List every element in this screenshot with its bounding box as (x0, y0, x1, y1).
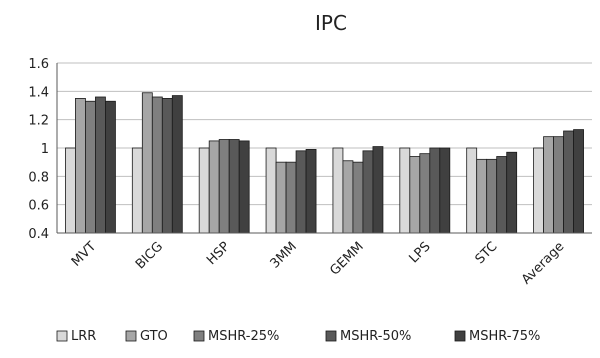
bar-stc-3 (486, 158, 498, 234)
y-tick-label: 0.4 (28, 227, 49, 242)
y-tick-label: 0.6 (28, 199, 49, 214)
x-tick-label: STC (473, 239, 501, 267)
bar-average-5 (573, 129, 584, 234)
bar-mvt-3 (85, 100, 96, 234)
bar-3mm-4 (295, 150, 307, 234)
x-tick-labels: MVT BICG HSP 3MM GEMM LPS STC Average (69, 239, 568, 287)
legend-swatch (454, 330, 466, 342)
bar-gemm-2 (342, 160, 354, 234)
y-tick-label: 0.8 (28, 170, 49, 185)
bar-stc-1 (466, 147, 478, 234)
bar-lps-2 (409, 156, 421, 234)
bar-stc-5 (506, 151, 518, 234)
bar-lps-3 (419, 153, 431, 234)
bar-lps-1 (399, 147, 411, 234)
x-tick-label: HSP (204, 239, 233, 268)
bar-bicg-4 (161, 98, 173, 234)
chart-title: IPC (315, 11, 347, 35)
y-tick-label: 1.2 (28, 114, 49, 129)
bar-mvt-4 (95, 96, 106, 234)
bar-hsp-2 (208, 140, 220, 234)
bar-stc-4 (496, 156, 508, 234)
y-tick-label: 1.4 (28, 85, 49, 100)
x-tick-label: MVT (69, 239, 99, 269)
legend-swatch (56, 330, 68, 342)
x-tick-label: Average (519, 239, 567, 287)
x-tick-label: GEMM (327, 239, 366, 278)
bar-bicg-2 (141, 92, 153, 234)
bar-hsp-4 (228, 139, 240, 234)
x-tick-label: BICG (133, 239, 166, 272)
bar-lps-5 (439, 147, 451, 234)
legend-label: MSHR-75% (469, 329, 540, 344)
bar-gemm-1 (332, 147, 344, 234)
legend-label: MSHR-25% (208, 329, 279, 344)
bar-3mm-1 (265, 147, 277, 234)
bar-3mm-3 (285, 161, 297, 234)
bar-hsp-1 (198, 147, 210, 234)
bar-bicg-5 (171, 95, 183, 234)
y-tick-label: 1 (41, 142, 49, 157)
legend-swatch (325, 330, 337, 342)
bar-gemm-3 (352, 161, 364, 234)
legend-swatch (125, 330, 137, 342)
bar-average-4 (563, 130, 574, 234)
y-tick-labels: 0.4 0.6 0.8 1 1.2 1.4 1.6 (28, 57, 49, 242)
bar-hsp-3 (218, 139, 230, 234)
bar-stc-2 (476, 158, 488, 234)
axes (56, 63, 592, 234)
bar-mvt-1 (65, 147, 76, 234)
legend: LRR GTO MSHR-25% MSHR-50% MSHR-75% (56, 329, 540, 344)
legend-swatch (193, 330, 205, 342)
bar-bicg-1 (131, 147, 143, 234)
bar-average-2 (543, 136, 554, 234)
bar-hsp-5 (238, 140, 250, 234)
bars (65, 92, 584, 234)
bar-mvt-2 (75, 98, 86, 234)
bar-average-3 (553, 136, 564, 234)
bar-gemm-4 (362, 150, 374, 234)
x-tick-label: 3MM (268, 239, 300, 271)
bar-bicg-3 (151, 96, 163, 234)
bar-3mm-2 (275, 161, 287, 234)
bar-3mm-5 (305, 149, 317, 234)
legend-label: GTO (140, 329, 168, 344)
bar-lps-4 (429, 147, 441, 234)
bar-gemm-5 (372, 146, 384, 234)
x-tick-label: LPS (407, 239, 434, 266)
bar-mvt-5 (105, 100, 116, 234)
legend-label: LRR (71, 329, 96, 344)
bar-average-1 (533, 147, 544, 234)
y-tick-label: 1.6 (28, 57, 49, 72)
legend-label: MSHR-50% (340, 329, 411, 344)
